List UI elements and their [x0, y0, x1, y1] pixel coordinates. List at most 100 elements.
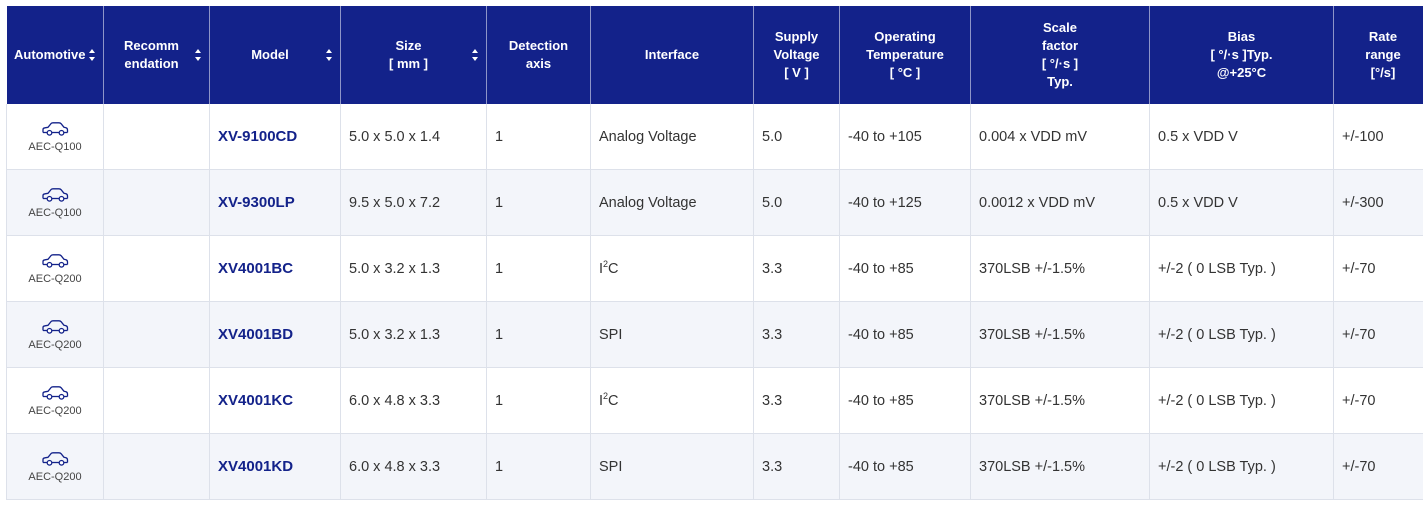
automotive-badge: AEC-Q100	[7, 187, 103, 219]
detection-axis-cell: 1	[486, 433, 591, 500]
scale-factor-cell: 370LSB +/-1.5%	[970, 433, 1150, 500]
table-body: AEC-Q100 XV-9100CD 5.0 x 5.0 x 1.4 1 Ana…	[6, 104, 1423, 500]
model-name[interactable]: XV-9300LP	[209, 169, 341, 236]
automotive-cell: AEC-Q100	[6, 104, 104, 170]
interface-superscript: 2	[603, 258, 609, 269]
car-icon	[42, 451, 69, 466]
interface-cell: SPI	[590, 301, 754, 368]
bias-cell: 0.5 x VDD V	[1149, 169, 1334, 236]
table-row: AEC-Q100 XV-9300LP 9.5 x 5.0 x 7.2 1 Ana…	[6, 169, 1423, 236]
supply-voltage-cell: 3.3	[753, 433, 840, 500]
automotive-cell: AEC-Q200	[6, 235, 104, 302]
recommendation-cell	[103, 169, 210, 236]
model-name[interactable]: XV4001BD	[209, 301, 341, 368]
table-header-row: Automotive Recomm endation Model Size [ …	[6, 6, 1423, 104]
recommendation-cell	[103, 367, 210, 434]
column-header-automotive[interactable]: Automotive	[6, 6, 104, 104]
table-row: AEC-Q200 XV4001BD 5.0 x 3.2 x 1.3 1 SPI …	[6, 301, 1423, 368]
automotive-cell: AEC-Q200	[6, 433, 104, 500]
recommendation-cell	[103, 235, 210, 302]
column-header-operating-temperature: Operating Temperature [ °C ]	[839, 6, 971, 104]
column-label: Supply Voltage [ V ]	[773, 29, 820, 80]
model-name[interactable]: XV-9100CD	[209, 104, 341, 170]
supply-voltage-cell: 5.0	[753, 169, 840, 236]
recommendation-cell	[103, 433, 210, 500]
column-header-rate-range: Rate range [°/s]	[1333, 6, 1423, 104]
car-icon	[42, 319, 69, 334]
scale-factor-cell: 370LSB +/-1.5%	[970, 367, 1150, 434]
model-name[interactable]: XV4001KD	[209, 433, 341, 500]
rate-range-cell: +/-70	[1333, 235, 1423, 302]
rate-range-cell: +/-70	[1333, 433, 1423, 500]
column-header-size[interactable]: Size [ mm ]	[340, 6, 487, 104]
automotive-badge: AEC-Q200	[7, 385, 103, 417]
product-table: Automotive Recomm endation Model Size [ …	[6, 6, 1423, 500]
supply-voltage-cell: 3.3	[753, 235, 840, 302]
automotive-badge: AEC-Q200	[7, 319, 103, 351]
table-row: AEC-Q200 XV4001KC 6.0 x 4.8 x 3.3 1 I2C …	[6, 367, 1423, 434]
aec-qualification: AEC-Q200	[28, 338, 82, 351]
column-label: Recomm endation	[124, 38, 179, 71]
column-header-scale-factor: Scale factor [ °/·s ] Typ.	[970, 6, 1150, 104]
automotive-cell: AEC-Q200	[6, 301, 104, 368]
detection-axis-cell: 1	[486, 104, 591, 170]
column-label: Operating Temperature [ °C ]	[866, 29, 944, 80]
operating-temperature-cell: -40 to +125	[839, 169, 971, 236]
column-label: Scale factor [ °/·s ] Typ.	[1041, 20, 1079, 89]
operating-temperature-cell: -40 to +85	[839, 433, 971, 500]
column-header-recommendation[interactable]: Recomm endation	[103, 6, 210, 104]
automotive-badge: AEC-Q100	[7, 121, 103, 153]
sort-icon[interactable]	[326, 49, 333, 61]
car-icon	[42, 121, 69, 136]
rate-range-cell: +/-70	[1333, 367, 1423, 434]
bias-cell: +/-2 ( 0 LSB Typ. )	[1149, 367, 1334, 434]
supply-voltage-cell: 3.3	[753, 367, 840, 434]
aec-qualification: AEC-Q100	[28, 140, 82, 153]
detection-axis-cell: 1	[486, 235, 591, 302]
car-icon	[42, 385, 69, 400]
column-header-detection-axis: Detection axis	[486, 6, 591, 104]
aec-qualification: AEC-Q200	[28, 470, 82, 483]
column-label: Rate range [°/s]	[1365, 29, 1401, 80]
column-label: Size [ mm ]	[389, 38, 428, 71]
column-header-interface: Interface	[590, 6, 754, 104]
interface-suffix: C	[608, 260, 619, 277]
sort-icon[interactable]	[195, 49, 202, 61]
detection-axis-cell: 1	[486, 169, 591, 236]
operating-temperature-cell: -40 to +85	[839, 235, 971, 302]
aec-qualification: AEC-Q200	[28, 272, 82, 285]
table-row: AEC-Q200 XV4001BC 5.0 x 3.2 x 1.3 1 I2C …	[6, 235, 1423, 302]
bias-cell: +/-2 ( 0 LSB Typ. )	[1149, 235, 1334, 302]
column-header-model[interactable]: Model	[209, 6, 341, 104]
interface-cell: Analog Voltage	[590, 169, 754, 236]
interface-text: Analog Voltage	[599, 194, 697, 211]
automotive-badge: AEC-Q200	[7, 451, 103, 483]
model-name[interactable]: XV4001BC	[209, 235, 341, 302]
car-icon	[42, 253, 69, 268]
operating-temperature-cell: -40 to +85	[839, 301, 971, 368]
interface-text: SPI	[599, 326, 623, 343]
automotive-cell: AEC-Q100	[6, 169, 104, 236]
aec-qualification: AEC-Q100	[28, 206, 82, 219]
bias-cell: 0.5 x VDD V	[1149, 104, 1334, 170]
scale-factor-cell: 370LSB +/-1.5%	[970, 301, 1150, 368]
detection-axis-cell: 1	[486, 301, 591, 368]
interface-cell: SPI	[590, 433, 754, 500]
column-header-bias: Bias [ °/·s ]Typ. @+25°C	[1149, 6, 1334, 104]
scale-factor-cell: 0.004 x VDD mV	[970, 104, 1150, 170]
model-name[interactable]: XV4001KC	[209, 367, 341, 434]
size-cell: 5.0 x 3.2 x 1.3	[340, 301, 487, 368]
rate-range-cell: +/-300	[1333, 169, 1423, 236]
detection-axis-cell: 1	[486, 367, 591, 434]
table-row: AEC-Q200 XV4001KD 6.0 x 4.8 x 3.3 1 SPI …	[6, 433, 1423, 500]
bias-cell: +/-2 ( 0 LSB Typ. )	[1149, 301, 1334, 368]
rate-range-cell: +/-70	[1333, 301, 1423, 368]
sort-icon[interactable]	[89, 49, 96, 61]
sort-icon[interactable]	[472, 49, 479, 61]
size-cell: 9.5 x 5.0 x 7.2	[340, 169, 487, 236]
automotive-cell: AEC-Q200	[6, 367, 104, 434]
column-label: Detection axis	[508, 38, 569, 71]
scale-factor-cell: 0.0012 x VDD mV	[970, 169, 1150, 236]
supply-voltage-cell: 3.3	[753, 301, 840, 368]
interface-superscript: 2	[603, 390, 609, 401]
